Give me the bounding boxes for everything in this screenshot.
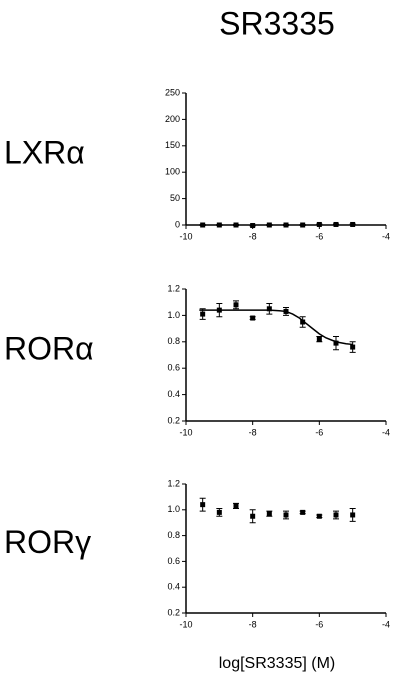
data-point — [200, 311, 206, 317]
x-tick-label: -8 — [249, 427, 257, 437]
data-point — [266, 511, 272, 517]
data-point — [233, 222, 239, 228]
data-point — [350, 344, 356, 350]
data-point — [216, 509, 222, 515]
data-point — [250, 223, 256, 229]
row-label: RORα — [4, 330, 94, 366]
data-point — [350, 512, 356, 518]
y-tick-label: 250 — [165, 87, 180, 97]
y-tick-label: 200 — [165, 114, 180, 124]
x-axis-label: log[SR3335] (M) — [219, 655, 336, 672]
y-tick-label: 0.6 — [167, 363, 180, 373]
data-point — [283, 512, 289, 518]
data-point — [200, 502, 206, 508]
x-tick-label: -8 — [249, 619, 257, 629]
data-point — [333, 512, 339, 518]
data-point — [200, 222, 206, 228]
data-point — [333, 340, 339, 346]
x-tick-label: -4 — [382, 619, 390, 629]
data-point — [333, 221, 339, 227]
y-tick-label: 1.0 — [167, 310, 180, 320]
y-tick-label: 0.2 — [167, 607, 180, 617]
y-tick-label: 1.2 — [167, 283, 180, 293]
data-point — [233, 503, 239, 509]
y-tick-label: 1.2 — [167, 478, 180, 488]
x-tick-label: -4 — [382, 231, 390, 241]
y-tick-label: 100 — [165, 167, 180, 177]
x-tick-label: -10 — [179, 427, 192, 437]
data-point — [350, 221, 356, 227]
data-point — [266, 222, 272, 228]
x-tick-label: -10 — [179, 619, 192, 629]
y-tick-label: 50 — [170, 193, 180, 203]
y-tick-label: 0.4 — [167, 582, 180, 592]
y-tick-label: 0.8 — [167, 336, 180, 346]
y-tick-label: 0 — [175, 219, 180, 229]
data-point — [250, 315, 256, 321]
data-point — [316, 221, 322, 227]
x-tick-label: -6 — [315, 619, 323, 629]
y-tick-label: 0.4 — [167, 389, 180, 399]
data-point — [216, 222, 222, 228]
fit-curve — [199, 309, 353, 346]
data-point — [300, 509, 306, 515]
x-tick-label: -10 — [179, 231, 192, 241]
y-tick-label: 150 — [165, 140, 180, 150]
row-label: RORγ — [4, 524, 91, 560]
data-point — [266, 306, 272, 312]
data-point — [250, 513, 256, 519]
x-tick-label: -8 — [249, 231, 257, 241]
x-tick-label: -6 — [315, 427, 323, 437]
y-tick-label: 1.0 — [167, 504, 180, 514]
data-point — [316, 336, 322, 342]
x-tick-label: -4 — [382, 427, 390, 437]
data-point — [233, 302, 239, 308]
data-point — [316, 513, 322, 519]
data-point — [216, 307, 222, 313]
y-tick-label: 0.2 — [167, 415, 180, 425]
figure-title: SR3335 — [219, 5, 335, 41]
y-tick-label: 0.8 — [167, 530, 180, 540]
row-label: LXRα — [4, 134, 85, 170]
data-point — [283, 308, 289, 314]
data-point — [300, 222, 306, 228]
y-tick-label: 0.6 — [167, 556, 180, 566]
x-tick-label: -6 — [315, 231, 323, 241]
data-point — [283, 222, 289, 228]
data-point — [300, 319, 306, 325]
